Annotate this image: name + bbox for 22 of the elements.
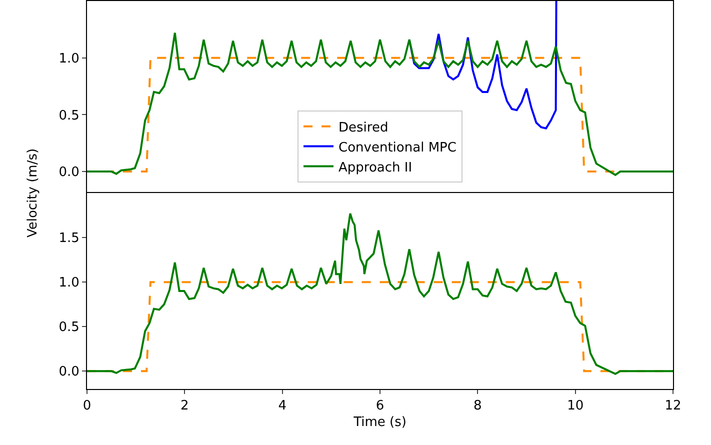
y-tick-label: 0.5	[58, 108, 80, 124]
y-tick-label: 0.0	[58, 165, 80, 180]
y-tick-label: 0.5	[58, 320, 80, 336]
x-tick-label: 12	[664, 398, 682, 414]
x-tick-label: 8	[474, 398, 482, 414]
legend-label: Desired	[338, 120, 388, 136]
y-axis-title: Velocity (m/s)	[26, 148, 40, 238]
line-series	[87, 212, 673, 375]
x-tick-label: 0	[82, 398, 92, 414]
line-series	[87, 32, 673, 176]
x-axis-title: Time (s)	[352, 415, 406, 430]
y-tick-label: 0.0	[58, 364, 80, 380]
legend-label: Approach II	[338, 160, 412, 176]
x-tick-label: 4	[278, 398, 286, 414]
legend-label: Conventional MPC	[338, 140, 456, 156]
line-series	[408, 1, 558, 130]
y-tick-label: 1.5	[58, 231, 80, 246]
y-tick-label: 1.0	[58, 51, 80, 66]
x-tick-label: 6	[376, 398, 384, 414]
x-tick-label: 2	[180, 398, 189, 414]
y-tick-label: 1.0	[58, 276, 80, 291]
x-tick-label: 10	[567, 398, 584, 414]
